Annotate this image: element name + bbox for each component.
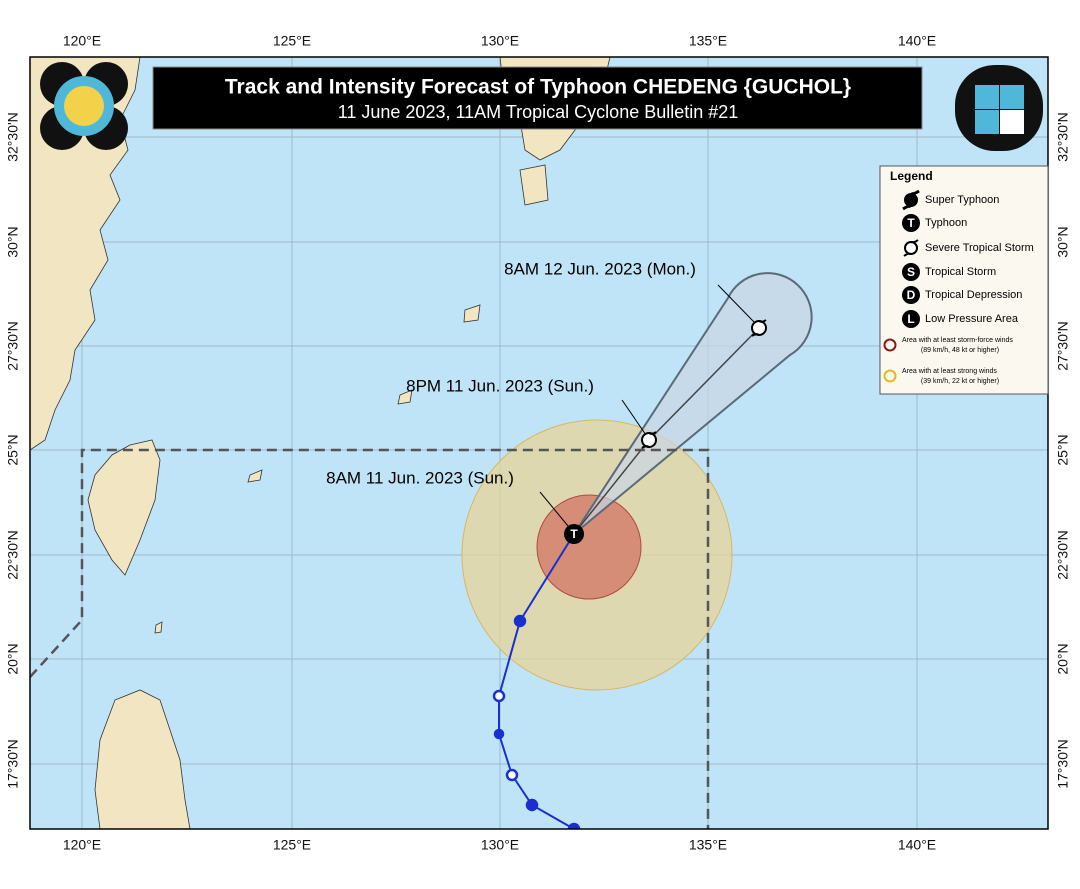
legend-label: Area with at least storm-force winds: [902, 337, 1013, 344]
latitude-label: 30°N: [1055, 226, 1071, 257]
latitude-label: 20°N: [1055, 643, 1071, 674]
sts-symbol: [641, 432, 657, 448]
taiwan: [87, 439, 161, 576]
longitude-label: 130°E: [481, 33, 519, 49]
longitude-label: 120°E: [63, 837, 101, 853]
par-boundary: [30, 448, 710, 829]
legend-label: Tropical Storm: [925, 266, 996, 278]
latitude-label: 32°30'N: [1055, 112, 1071, 162]
latitude-label: 22°30'N: [1055, 530, 1071, 580]
latitude-label: 20°N: [5, 643, 21, 674]
legend-icon: [902, 286, 920, 304]
forecast-symbol: T: [570, 527, 578, 541]
legend-label: Typhoon: [925, 217, 967, 229]
latitude-label: 27°30'N: [1055, 321, 1071, 371]
past-position: [567, 822, 581, 829]
legend-icon: [902, 214, 920, 232]
forecast-label: 8AM 12 Jun. 2023 (Mon.): [504, 259, 696, 278]
latitude-label: 22°30'N: [5, 530, 21, 580]
island: [519, 164, 549, 206]
longitude-label: 125°E: [273, 33, 311, 49]
map-area: 8AM 11 Jun. 2023 (Sun.) T 8PM 11 Jun. 2023…: [30, 57, 1048, 829]
legend-symbol: T: [907, 216, 915, 230]
island: [154, 621, 163, 634]
legend-icon: [902, 263, 920, 281]
typhoon-symbol: [564, 524, 584, 544]
title: Track and Intensity Forecast of Typhoon …: [225, 76, 851, 99]
island: [397, 389, 413, 405]
latitude-label: 32°30'N: [5, 112, 21, 162]
longitude-label: 135°E: [689, 837, 727, 853]
legend-label: Severe Tropical Storm: [925, 242, 1034, 254]
legend-icon: [883, 338, 897, 352]
forecast-symbols: [564, 319, 767, 544]
frame: [29, 56, 1049, 830]
legend-icon: [904, 193, 918, 207]
legend-label: Area with at least strong winds: [902, 368, 997, 375]
past-positions: [492, 614, 581, 829]
latitude-label: 17°30'N: [1055, 739, 1071, 789]
latitude-label: 27°30'N: [5, 321, 21, 371]
legend-label: Super Typhoon: [925, 194, 999, 206]
legend-icon: [902, 310, 920, 328]
latitude-label: 25°N: [1055, 434, 1071, 465]
longitude-label: 120°E: [63, 33, 101, 49]
legend-label: Tropical Depression: [925, 289, 1022, 301]
longitude-label: 130°E: [481, 837, 519, 853]
sts-symbol: [751, 320, 767, 336]
island: [247, 469, 263, 483]
forecast-label: 8AM 11 Jun. 2023 (Sun.): [326, 468, 514, 487]
past-position: [525, 798, 539, 812]
legend-symbol: L: [907, 312, 914, 326]
forecast-label: 8PM 11 Jun. 2023 (Sun.): [406, 376, 594, 395]
dost-logo: [955, 65, 1043, 151]
island: [463, 304, 481, 323]
luzon: [94, 689, 191, 829]
legend-detail: (39 km/h, 22 kt or higher): [921, 378, 999, 385]
latitude-label: 25°N: [5, 434, 21, 465]
legend-symbol: S: [907, 265, 915, 279]
forecast-cone: [573, 272, 813, 535]
past-position: [513, 614, 527, 628]
past-position: [505, 768, 519, 782]
past-position: [492, 689, 506, 703]
legend-icon: [904, 241, 918, 255]
storm-force-area: [536, 494, 642, 600]
past-position: [493, 728, 505, 740]
legend-label: Low Pressure Area: [925, 313, 1019, 325]
longitude-label: 140°E: [898, 837, 936, 853]
latitude-label: 17°30'N: [5, 739, 21, 789]
legend-icon: [902, 189, 920, 211]
longitude-label: 140°E: [898, 33, 936, 49]
legend-icon: [883, 369, 897, 383]
legend-icon: [903, 239, 919, 257]
leader-lines: [539, 284, 756, 527]
china-coast: [30, 57, 141, 451]
legend-detail: (89 km/h, 48 kt or higher): [921, 347, 999, 354]
legend-symbol: D: [907, 288, 916, 302]
legend: Legend Super Typhoon T Typhoon Severe Tropi…: [879, 165, 1049, 395]
legend-title: Legend: [890, 169, 933, 183]
longitude-label: 135°E: [689, 33, 727, 49]
title-banner: [152, 66, 923, 130]
latitude-label: 30°N: [5, 226, 21, 257]
pagasa-logo: [40, 62, 128, 150]
longitude-label: 125°E: [273, 837, 311, 853]
subtitle: 11 June 2023, 11AM Tropical Cyclone Bull…: [338, 102, 739, 122]
